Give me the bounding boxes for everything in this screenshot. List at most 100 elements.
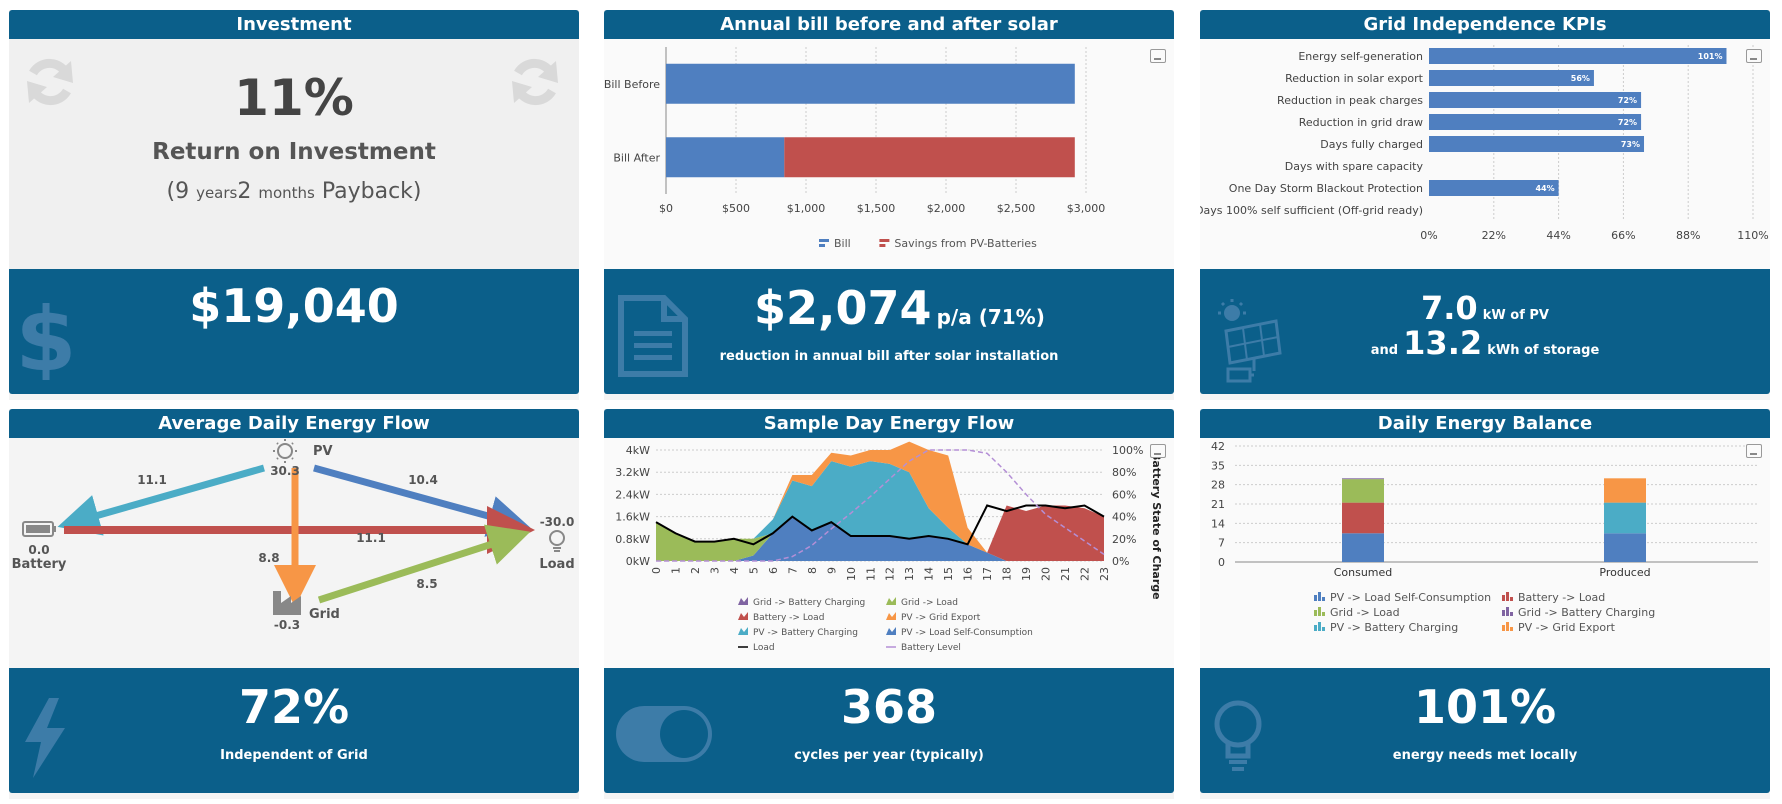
dollar-icon: $: [19, 295, 74, 380]
y-tick-label: 7: [1218, 537, 1225, 550]
bar: [1604, 533, 1646, 562]
legend-swatch: [819, 239, 829, 242]
sample-chart-area: 0kW 0% 0.8kW 20% 1.6kW 40% 2.4kW 60% 3.2kW 80% 4kW…: [604, 438, 1174, 669]
legend-swatch: [879, 239, 890, 242]
annual-bill-title: Annual bill before and after solar: [604, 10, 1174, 39]
x-tick-label: 23: [1098, 567, 1111, 581]
y2-tick-label: 40%: [1112, 511, 1136, 524]
x-tick-label: 4: [728, 567, 741, 574]
x-tick-label: 66%: [1611, 229, 1635, 242]
y-category-label: Days fully charged: [1320, 138, 1423, 151]
x-tick-label: 88%: [1676, 229, 1700, 242]
y-tick-label: 3.2kW: [615, 466, 650, 479]
x-tick-label: 17: [981, 567, 994, 581]
legend-swatch: [1506, 622, 1509, 631]
factory-icon: [273, 591, 301, 615]
y-tick-label: 0kW: [626, 555, 650, 568]
bar: [784, 137, 1075, 178]
edge-grid-load: [317, 524, 531, 604]
legend-label: Grid -> Battery Charging: [753, 598, 865, 608]
energy-met-percent: 101%: [1413, 680, 1557, 734]
x-tick-label: $500: [722, 202, 750, 215]
x-tick-label: 18: [1001, 567, 1014, 581]
y-tick-label: 2.4kW: [615, 488, 650, 501]
legend-label: PV -> Load Self-Consumption: [1330, 591, 1491, 604]
y-category-label: Bill After: [613, 151, 660, 164]
daily-flow-panel: Average Daily Energy Flow 11.1 10.4 11.1…: [9, 409, 579, 799]
export-chart-button[interactable]: [1746, 49, 1762, 63]
x-tick-label: 3: [708, 567, 721, 574]
x-tick-label: 9: [825, 567, 838, 574]
export-chart-button[interactable]: [1746, 444, 1762, 458]
y-tick-label: 28: [1211, 479, 1225, 492]
bar: [1604, 478, 1646, 503]
legend-swatch: [1510, 612, 1513, 616]
payback-years-unit: years: [196, 184, 238, 202]
area-series: [656, 516, 1104, 561]
bar: [1429, 136, 1645, 152]
daily-flow-title: Average Daily Energy Flow: [9, 409, 579, 438]
area-series: [656, 441, 1104, 561]
legend-swatch: [738, 627, 748, 635]
y-category-label: Bill Before: [604, 78, 660, 91]
legend-label: Bill: [834, 237, 851, 250]
legend-swatch: [819, 244, 825, 247]
investment-body: 11% Return on Investment (9 years2 month…: [9, 39, 579, 270]
x-tick-label: 6: [767, 567, 780, 574]
legend-label: Battery Level: [901, 643, 961, 653]
x-tick-label: 110%: [1737, 229, 1768, 242]
legend-swatch: [1506, 607, 1509, 616]
independence-percent: 72%: [238, 680, 350, 734]
data-label: 72%: [1618, 96, 1637, 105]
pv-value: 7.0: [1421, 289, 1478, 327]
balance-title: Daily Energy Balance: [1200, 409, 1770, 438]
x-tick-label: 19: [1020, 567, 1033, 581]
bar: [1604, 502, 1646, 534]
area-series: [656, 516, 1104, 561]
y-category-label: Days with spare capacity: [1285, 160, 1424, 173]
balance-chart-area: 0 7 14 21 28 35 42 Consumed Produced PV -> Load S…: [1200, 438, 1770, 669]
edge-label-pv-grid: 8.8: [258, 551, 279, 565]
legend-swatch: [738, 612, 748, 620]
battery-icon: [22, 521, 56, 537]
storage-line: and 13.2 kWh of storage: [1200, 324, 1770, 362]
y-category-label: Energy self-generation: [1298, 50, 1423, 63]
bar: [1429, 114, 1642, 130]
sample-chart: 0kW 0% 0.8kW 20% 1.6kW 40% 2.4kW 60% 3.2kW 80% 4kW…: [615, 441, 1163, 653]
energy-met-caption: energy needs met locally: [1392, 748, 1578, 763]
x-category-label: Produced: [1599, 566, 1650, 579]
x-tick-label: $2,000: [927, 202, 966, 215]
balance-panel: Daily Energy Balance 0 7 14 21 28 35 42 Consume…: [1200, 409, 1770, 799]
x-tick-label: 10: [845, 567, 858, 581]
edge-label-grid-load: 8.5: [416, 577, 437, 591]
investment-footer: $ $19,040: [9, 269, 579, 394]
legend-label: PV -> Battery Charging: [1330, 621, 1458, 634]
bar: [1429, 70, 1594, 86]
balance-footer: 101% energy needs met locally: [1200, 668, 1770, 793]
export-chart-button[interactable]: [1150, 444, 1166, 458]
bar: [1342, 479, 1384, 503]
independence-caption: Independent of Grid: [220, 748, 368, 763]
x-tick-label: 8: [806, 567, 819, 574]
legend-label: Grid -> Load: [901, 598, 958, 608]
pv-line: 7.0 kW of PV: [1200, 289, 1770, 327]
legend-swatch: [886, 627, 896, 635]
svg-text:$: $: [19, 295, 74, 380]
edge-label-pv-load: 10.4: [408, 473, 438, 487]
x-tick-label: 20: [1040, 567, 1053, 581]
legend-swatch: [886, 612, 896, 620]
balance-chart: 0 7 14 21 28 35 42 Consumed Produced PV -> Load S…: [1211, 440, 1758, 634]
data-label: 44%: [1535, 184, 1554, 193]
x-tick-label: 16: [962, 567, 975, 581]
area-series: [656, 461, 1104, 561]
legend-label: PV -> Load Self-Consumption: [901, 628, 1033, 638]
toggle-icon[interactable]: [616, 704, 712, 764]
legend-label: PV -> Grid Export: [1518, 621, 1616, 634]
pv-unit: kW of PV: [1482, 308, 1549, 323]
roi-label: Return on Investment: [152, 139, 436, 165]
y-tick-label: 0.8kW: [615, 533, 650, 546]
export-chart-button[interactable]: [1150, 49, 1166, 63]
pv-node-value: 30.3: [270, 464, 300, 478]
y2-tick-label: 100%: [1112, 444, 1143, 457]
bill-saving-amount: $2,074: [754, 281, 932, 335]
